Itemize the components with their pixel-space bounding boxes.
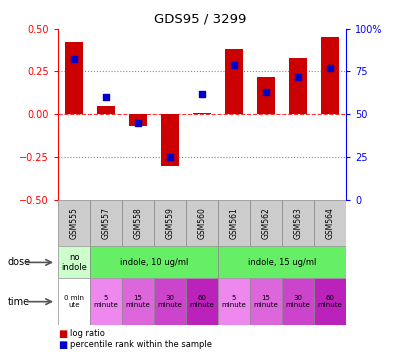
Bar [218, 278, 250, 325]
Bar [193, 112, 211, 114]
Text: GSM555: GSM555 [70, 207, 78, 239]
Bar [58, 246, 90, 278]
Point [231, 62, 237, 67]
Bar [314, 278, 346, 325]
Text: GSM562: GSM562 [262, 207, 270, 239]
Bar [97, 106, 115, 114]
Bar [225, 49, 243, 114]
Bar [154, 200, 186, 246]
Point [135, 120, 141, 126]
Bar [257, 76, 275, 114]
Bar [161, 114, 179, 166]
Bar [90, 246, 218, 278]
Text: ■: ■ [58, 329, 67, 339]
Text: GDS95 / 3299: GDS95 / 3299 [154, 12, 246, 25]
Bar [282, 278, 314, 325]
Bar [154, 278, 186, 325]
Text: percentile rank within the sample: percentile rank within the sample [70, 340, 212, 349]
Bar [122, 200, 154, 246]
Text: time: time [8, 297, 30, 307]
Text: no
indole: no indole [61, 253, 87, 272]
Text: 30
minute: 30 minute [286, 295, 310, 308]
Text: log ratio: log ratio [70, 329, 105, 338]
Bar [58, 278, 90, 325]
Point [263, 89, 269, 95]
Bar [321, 37, 339, 114]
Point [327, 65, 333, 71]
Bar [58, 200, 90, 246]
Bar [218, 246, 346, 278]
Text: ■: ■ [58, 340, 67, 350]
Bar [90, 200, 122, 246]
Text: indole, 15 ug/ml: indole, 15 ug/ml [248, 258, 316, 267]
Text: 0 min
ute: 0 min ute [64, 295, 84, 308]
Bar [186, 200, 218, 246]
Text: GSM558: GSM558 [134, 207, 142, 239]
Text: indole, 10 ug/ml: indole, 10 ug/ml [120, 258, 188, 267]
Text: GSM563: GSM563 [294, 207, 302, 239]
Text: 15
minute: 15 minute [126, 295, 150, 308]
Text: GSM564: GSM564 [326, 207, 334, 239]
Text: GSM560: GSM560 [198, 207, 206, 239]
Bar [90, 278, 122, 325]
Text: 60
minute: 60 minute [318, 295, 342, 308]
Bar [314, 200, 346, 246]
Text: GSM559: GSM559 [166, 207, 174, 239]
Text: 5
minute: 5 minute [94, 295, 118, 308]
Bar [289, 58, 307, 114]
Text: dose: dose [8, 257, 31, 267]
Bar [65, 42, 83, 114]
Text: 30
minute: 30 minute [158, 295, 182, 308]
Bar [282, 200, 314, 246]
Bar [129, 114, 147, 126]
Point [103, 94, 109, 100]
Bar [186, 278, 218, 325]
Point [295, 74, 301, 79]
Point [71, 56, 77, 62]
Text: GSM561: GSM561 [230, 207, 238, 239]
Text: 15
minute: 15 minute [254, 295, 278, 308]
Bar [250, 200, 282, 246]
Bar [218, 200, 250, 246]
Point [199, 91, 205, 96]
Bar [122, 278, 154, 325]
Bar [250, 278, 282, 325]
Text: GSM557: GSM557 [102, 207, 110, 239]
Text: 60
minute: 60 minute [190, 295, 214, 308]
Point [167, 154, 173, 160]
Text: 5
minute: 5 minute [222, 295, 246, 308]
